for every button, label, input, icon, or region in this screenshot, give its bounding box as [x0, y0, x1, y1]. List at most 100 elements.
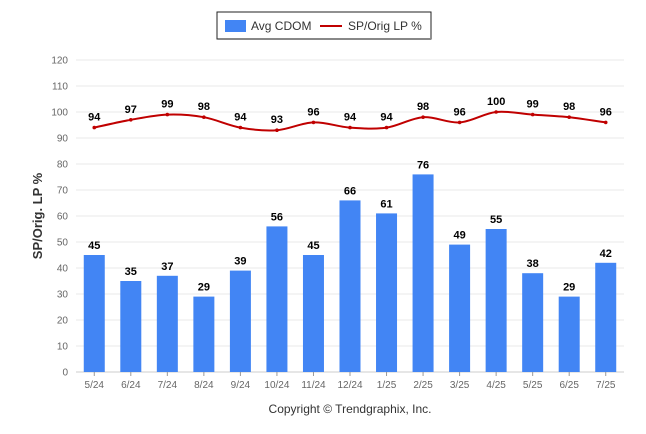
y-tick-label: 90	[57, 134, 69, 145]
x-tick-label: 2/25	[413, 380, 433, 391]
y-tick-label: 50	[57, 238, 69, 249]
bar-value-label: 45	[88, 240, 100, 252]
line-value-label: 98	[563, 101, 575, 113]
line-value-label: 98	[198, 101, 210, 113]
x-tick-label: 7/25	[596, 380, 616, 391]
bar-value-label: 56	[271, 211, 283, 223]
y-tick-label: 0	[62, 368, 68, 379]
x-tick-label: 12/24	[337, 380, 362, 391]
line-point-12-24	[348, 125, 352, 130]
bar-value-label: 39	[234, 256, 246, 268]
bar-value-label: 66	[344, 185, 356, 197]
bar-value-label: 37	[161, 261, 173, 273]
x-axis-ticks: 5/24 6/24 7/24 8/24 9/24 10/24 11/24 12/24 1/25 2…	[85, 372, 616, 391]
legend-swatch-avg-cdom	[225, 20, 246, 32]
x-tick-label: 3/25	[450, 380, 470, 391]
x-tick-label: 6/25	[559, 380, 579, 391]
line-point-11-24	[311, 120, 316, 125]
y-tick-label: 10	[57, 342, 69, 353]
bar-labels: 45 35 37 29 39 56 45 66 61 76 49 55 38 29 42	[88, 159, 612, 293]
line-point-3-25	[457, 120, 462, 125]
line-value-label: 98	[417, 101, 429, 113]
bar-value-label: 38	[527, 258, 539, 270]
line-point-8-24	[202, 115, 206, 119]
line-value-label: 99	[527, 99, 539, 111]
line-point-2-25	[421, 115, 425, 119]
x-tick-label: 8/24	[194, 380, 214, 391]
line-value-label: 94	[88, 112, 101, 124]
x-tick-label: 10/24	[264, 380, 289, 391]
y-tick-label: 40	[57, 264, 69, 275]
bar-1-25	[376, 213, 398, 372]
bar-3-25	[449, 244, 471, 372]
bar-6-24	[120, 281, 142, 372]
legend-label-avg-cdom: Avg CDOM	[251, 19, 311, 33]
bar-9-24	[229, 270, 251, 372]
x-tick-label: 7/24	[158, 380, 178, 391]
line-point-5-24	[92, 125, 97, 130]
bar-value-label: 76	[417, 159, 429, 171]
bar-value-label: 29	[198, 282, 210, 294]
y-axis-ticks: 0 10 20 30 40 50 60 70 80 90 100 110 120	[51, 56, 68, 379]
bar-11-24	[302, 255, 324, 372]
line-point-5-25	[530, 112, 535, 117]
y-tick-label: 110	[52, 82, 68, 93]
legend-label-sp-orig-lp: SP/Orig LP %	[348, 19, 422, 33]
line-point-7-25	[603, 120, 608, 125]
y-axis-title: SP/Orig. LP %	[30, 172, 45, 259]
bar-value-label: 29	[563, 282, 575, 294]
line-point-4-25	[494, 110, 498, 114]
bar-value-label: 49	[453, 230, 465, 242]
bar-5-24	[83, 255, 105, 372]
bar-value-label: 55	[490, 214, 502, 226]
line-point-6-24	[129, 118, 133, 122]
line-value-label: 96	[453, 106, 465, 118]
x-tick-label: 9/24	[231, 380, 251, 391]
line-value-label: 100	[487, 96, 505, 108]
line-point-10-24	[275, 128, 279, 132]
line-value-label: 94	[234, 112, 247, 124]
legend: Avg CDOM SP/Orig LP %	[216, 11, 432, 40]
copyright-footer: Copyright © Trendgraphix, Inc.	[269, 402, 432, 416]
bar-5-25	[522, 273, 544, 372]
bar-6-25	[558, 296, 580, 372]
y-tick-label: 30	[57, 290, 69, 301]
y-tick-label: 80	[57, 160, 69, 171]
bar-10-24	[266, 226, 288, 372]
y-tick-label: 70	[57, 186, 69, 197]
bars-avg-cdom	[83, 174, 617, 372]
line-point-9-24	[238, 125, 243, 130]
bar-value-label: 35	[125, 266, 137, 278]
bar-7-25	[595, 262, 617, 372]
y-tick-label: 100	[51, 108, 68, 119]
x-tick-label: 6/24	[121, 380, 141, 391]
line-value-label: 96	[307, 106, 319, 118]
bar-7-24	[156, 275, 178, 372]
bar-12-24	[339, 200, 361, 372]
bar-4-25	[485, 229, 507, 372]
line-value-label: 94	[380, 112, 393, 124]
y-tick-label: 60	[57, 212, 69, 223]
bar-value-label: 45	[307, 240, 319, 252]
line-labels: 94 97 99 98 94 93 96 94 94 98 96 100 99 98 96	[88, 96, 612, 126]
x-tick-label: 1/25	[377, 380, 397, 391]
line-point-6-25	[567, 115, 571, 119]
line-sp-orig-lp	[92, 110, 608, 132]
line-value-label: 93	[271, 114, 283, 126]
line-point-1-25	[384, 125, 389, 130]
x-tick-label: 4/25	[486, 380, 506, 391]
x-tick-label: 5/25	[523, 380, 543, 391]
y-tick-label: 20	[57, 316, 69, 327]
line-value-label: 96	[600, 106, 612, 118]
y-tick-label: 120	[51, 56, 68, 67]
bar-8-24	[193, 296, 215, 372]
x-tick-label: 11/24	[301, 380, 326, 391]
line-value-label: 97	[125, 104, 137, 116]
x-tick-label: 5/24	[85, 380, 105, 391]
line-value-label: 94	[344, 112, 357, 124]
bar-value-label: 61	[380, 198, 392, 210]
line-point-7-24	[165, 112, 170, 117]
bar-value-label: 42	[600, 248, 612, 260]
